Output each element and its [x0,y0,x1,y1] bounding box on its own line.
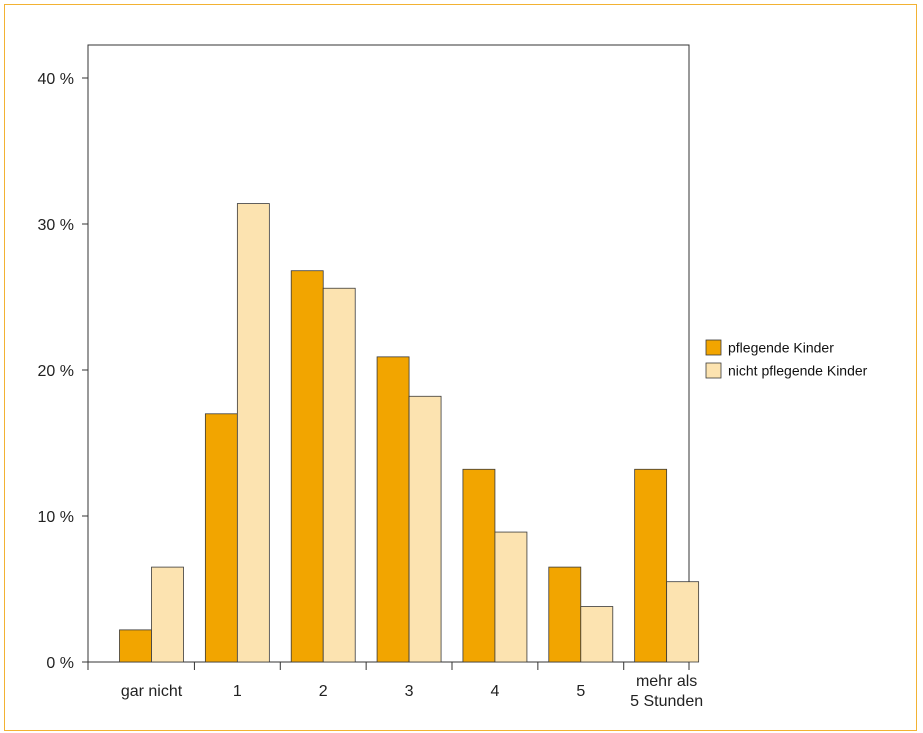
y-tick-label: 30 % [38,217,74,234]
legend-label: nicht pflegende Kinder [728,363,868,379]
bar-pflegende [119,629,152,663]
legend: pflegende Kinder nicht pflegende Kinder [705,339,868,379]
bar-pflegende [462,468,496,663]
bar-nicht-pflegende [666,581,700,663]
bar-nicht-pflegende [580,606,614,663]
bar-pflegende [290,270,324,663]
bar-nicht-pflegende [322,287,356,663]
x-tick-label: 1 [233,683,242,700]
y-tick-label: 40 % [38,71,74,88]
x-tick-label: 2 [319,683,328,700]
x-tick-label: 4 [490,683,499,700]
x-axis: gar nicht 1 2 3 4 5 mehr als 5 Stunden [87,662,703,710]
legend-swatch [705,339,722,356]
y-axis: 0 % 10 % 20 % 30 % 40 % [38,71,88,672]
bar-pflegende [634,468,668,663]
x-tick-label: mehr als 5 Stunden [630,673,703,710]
legend-swatch [705,362,722,379]
bars-group [119,203,700,663]
y-tick-label: 10 % [38,509,74,526]
bar-pflegende [204,413,238,663]
bar-nicht-pflegende [494,531,528,663]
y-tick-label: 20 % [38,363,74,380]
bar-pflegende [376,356,410,663]
x-tick-label: 5 [576,683,585,700]
legend-label: pflegende Kinder [728,340,834,356]
bar-nicht-pflegende [236,203,270,663]
y-tick-label: 0 % [46,655,74,672]
bar-nicht-pflegende [151,566,184,663]
x-tick-label: gar nicht [121,683,183,700]
bar-nicht-pflegende [408,395,442,663]
x-tick-label: 3 [405,683,414,700]
bar-pflegende [548,566,582,663]
